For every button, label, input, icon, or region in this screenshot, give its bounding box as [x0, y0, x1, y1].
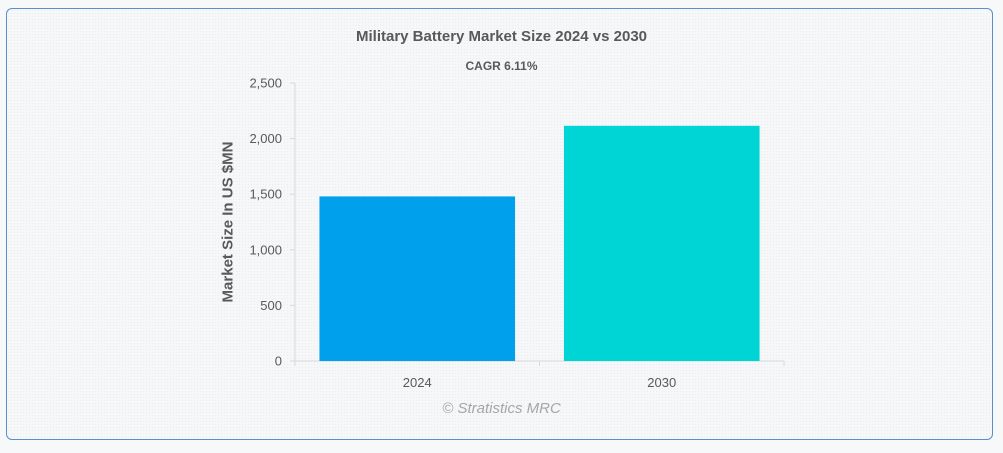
x-tick-label-2024: 2024 [403, 375, 432, 390]
bar-2030 [563, 125, 760, 361]
y-tick-label: 2,000 [249, 131, 282, 146]
y-tick-label: 0 [275, 354, 282, 369]
y-tick-label: 500 [260, 298, 282, 313]
bars [319, 125, 760, 361]
x-tick-label-2030: 2030 [647, 375, 676, 390]
chart-subtitle: CAGR 6.11% [465, 59, 538, 73]
y-tick-label: 2,500 [249, 76, 282, 91]
y-tick-label: 1,000 [249, 242, 282, 257]
watermark-text: © Stratistics MRC [442, 400, 561, 417]
y-tick-label: 1,500 [249, 187, 282, 202]
x-axis: 2024 2030 [294, 360, 785, 390]
chart-title: Military Battery Market Size 2024 vs 203… [356, 28, 647, 45]
y-axis: 0 500 1,000 1,500 2,000 2,500 [249, 76, 296, 369]
bar-2024 [319, 196, 516, 361]
